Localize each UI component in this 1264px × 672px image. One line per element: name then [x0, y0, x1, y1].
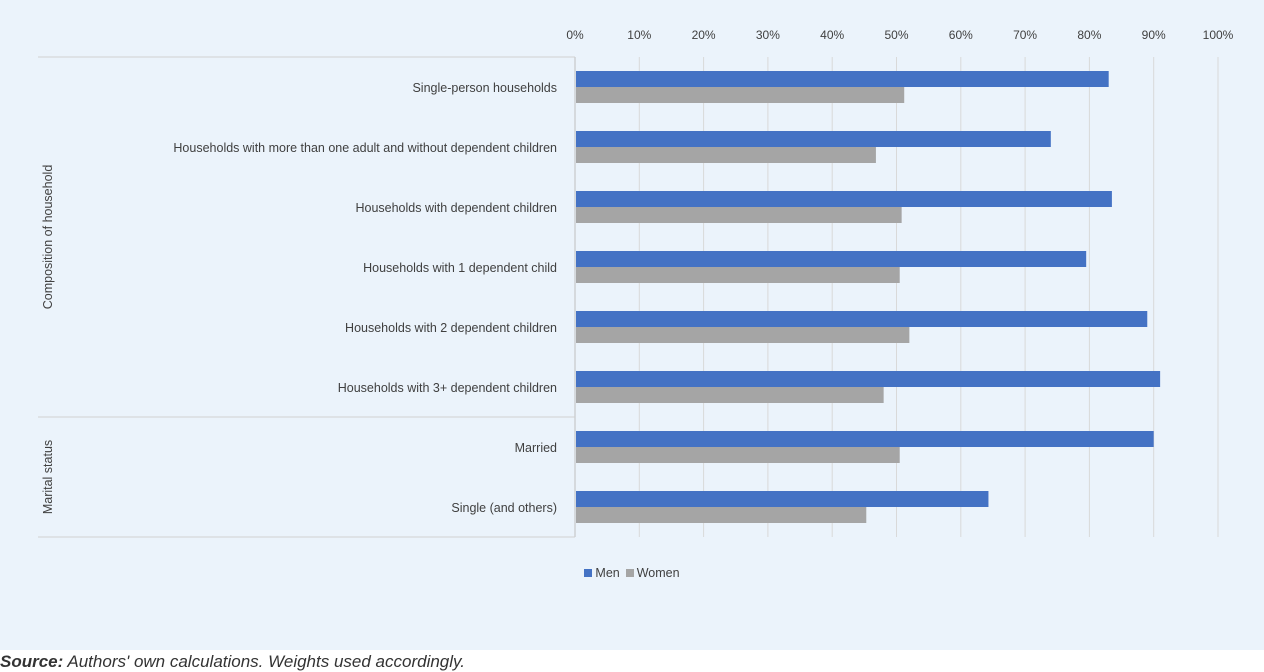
- legend-item-women: Women: [625, 566, 680, 580]
- category-label: Households with more than one adult and …: [173, 141, 557, 155]
- legend-label: Men: [595, 566, 620, 580]
- bar-women: [576, 207, 902, 223]
- category-label: Single (and others): [451, 501, 557, 515]
- group-label: Composition of household: [41, 165, 55, 310]
- bar-women: [576, 327, 910, 343]
- bar-women: [576, 507, 867, 523]
- category-label: Single-person households: [412, 81, 557, 95]
- x-tick-label: 20%: [692, 28, 716, 42]
- legend: Men Women: [0, 566, 1264, 580]
- group-label: Marital status: [41, 440, 55, 514]
- x-tick-label: 90%: [1142, 28, 1166, 42]
- x-tick-label: 70%: [1013, 28, 1037, 42]
- bar-chart: 0% 10% 20% 30% 40% 50% 60% 70% 80% 90% 100% Composi…: [38, 28, 1234, 538]
- x-tick-label: 50%: [884, 28, 908, 42]
- x-tick-label: 80%: [1077, 28, 1101, 42]
- x-tick-label: 30%: [756, 28, 780, 42]
- bar-women: [576, 87, 905, 103]
- chart-area: 0% 10% 20% 30% 40% 50% 60% 70% 80% 90% 100% Composi…: [0, 0, 1264, 650]
- bar-men: [576, 371, 1161, 387]
- category-label: Households with dependent children: [355, 201, 557, 215]
- bar-men: [576, 431, 1154, 447]
- bar-women: [576, 447, 900, 463]
- legend-swatch: [625, 569, 634, 577]
- category-label: Households with 3+ dependent children: [338, 381, 557, 395]
- bar-men: [576, 71, 1109, 87]
- bar-men: [576, 311, 1148, 327]
- legend-item-men: Men: [584, 566, 620, 580]
- x-tick-label: 10%: [627, 28, 651, 42]
- x-tick-label: 60%: [949, 28, 973, 42]
- category-label: Households with 1 dependent child: [363, 261, 557, 275]
- source-note: Source: Authors' own calculations. Weigh…: [0, 652, 465, 672]
- x-tick-label: 40%: [820, 28, 844, 42]
- legend-label: Women: [636, 566, 680, 580]
- source-label: Source:: [0, 652, 64, 671]
- category-label: Married: [515, 441, 557, 455]
- category-label: Households with 2 dependent children: [345, 321, 557, 335]
- bar-women: [576, 387, 884, 403]
- bar-women: [576, 147, 876, 163]
- source-text: Authors' own calculations. Weights used …: [63, 652, 465, 671]
- bar-men: [576, 191, 1112, 207]
- bar-men: [576, 251, 1087, 267]
- bar-women: [576, 267, 900, 283]
- bar-men: [576, 131, 1051, 147]
- x-tick-label: 100%: [1203, 28, 1234, 42]
- x-tick-label: 0%: [566, 28, 584, 42]
- bar-men: [576, 491, 989, 507]
- legend-swatch: [584, 569, 593, 577]
